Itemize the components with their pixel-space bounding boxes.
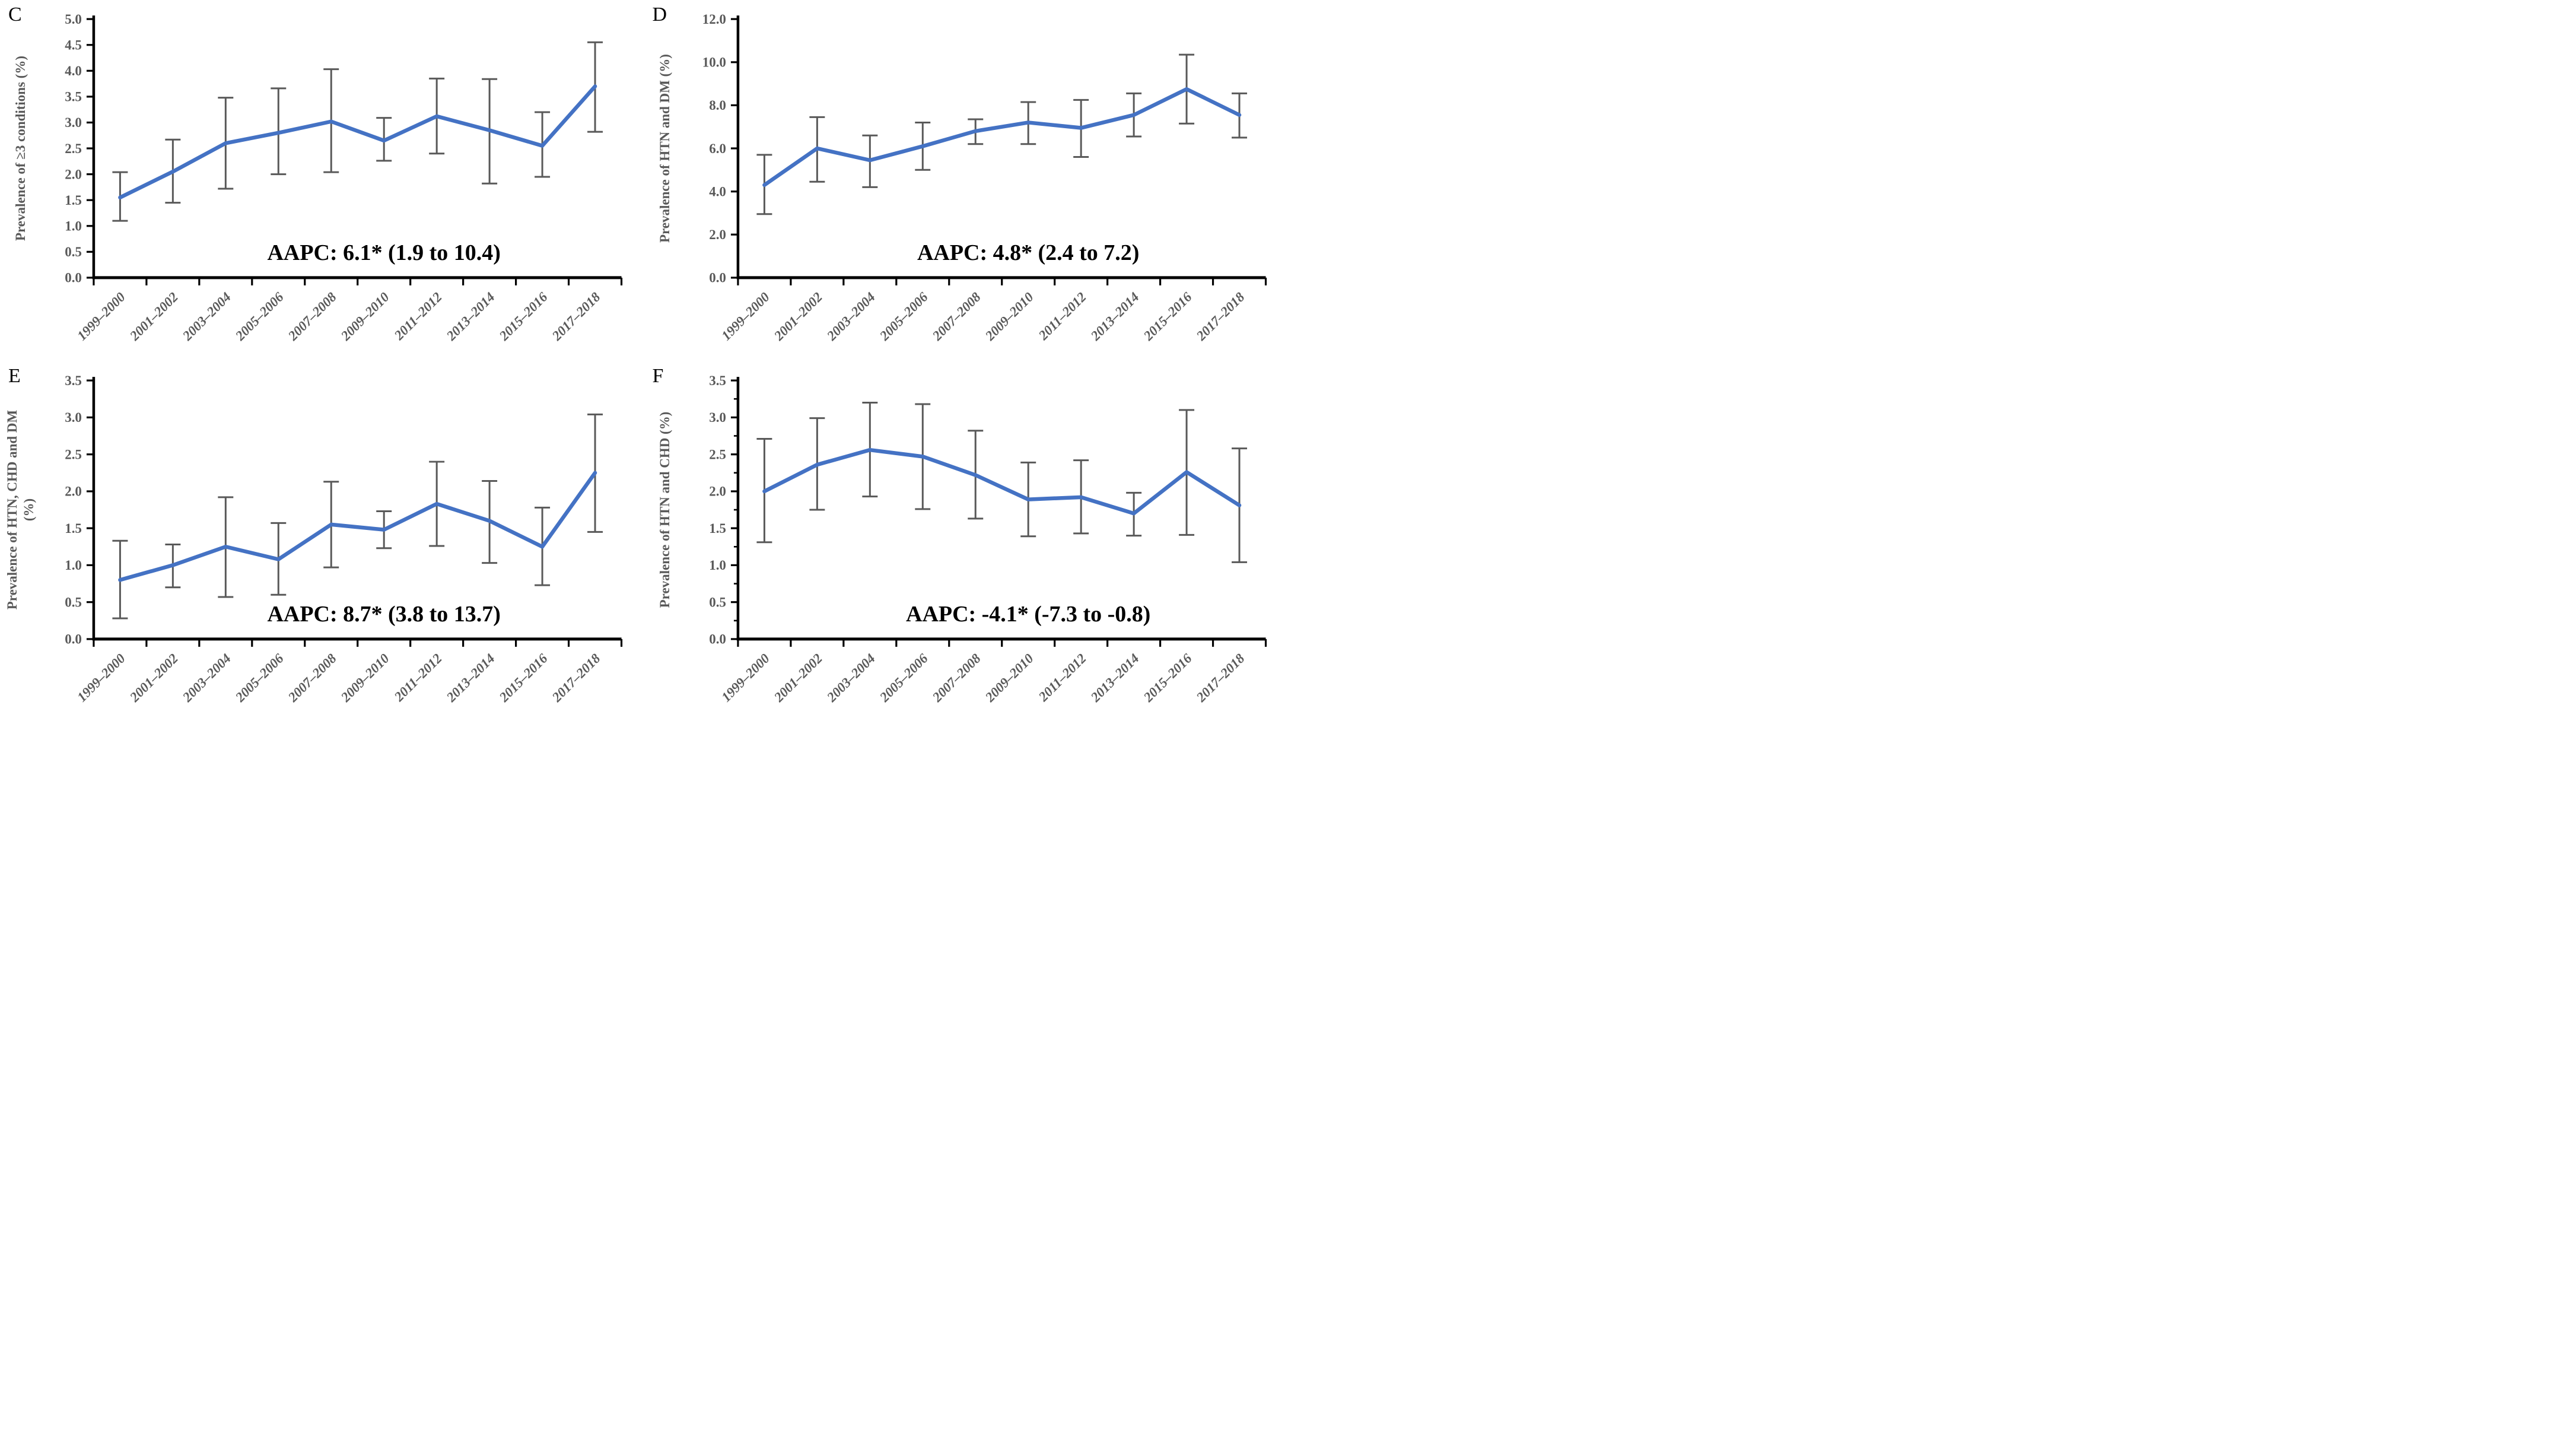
svg-text:2009–2010: 2009–2010 [982,650,1036,705]
svg-text:2009–2010: 2009–2010 [982,289,1036,344]
panel-e-htn-chd-and-dm: E 0.0 0.5 1.0 1.5 2.0 2.5 3.0 3.5 1999–2000 2001–… [0,361,644,723]
svg-text:(%): (%) [21,498,36,521]
svg-text:2009–2010: 2009–2010 [338,650,392,705]
svg-text:1999–2000: 1999–2000 [74,289,128,343]
svg-text:1.0: 1.0 [65,219,82,234]
four-panel-prevalence-figure: C 0.0 0.5 1.0 1.5 2.0 2.5 3.0 3.5 4.0 4.5 5.0 1999–… [0,0,1288,723]
svg-text:1999–2000: 1999–2000 [718,650,772,704]
svg-text:Prevalence of HTN and DM (%): Prevalence of HTN and DM (%) [657,54,672,243]
svg-text:2005–2006: 2005–2006 [232,289,287,344]
svg-text:2017–2018: 2017–2018 [549,289,603,344]
chart-prevalence-htn-chd-and-dm: 0.0 0.5 1.0 1.5 2.0 2.5 3.0 3.5 1999–20002001–20… [5,373,623,705]
svg-text:2005–2006: 2005–2006 [876,650,931,705]
svg-text:2007–2008: 2007–2008 [929,650,984,705]
svg-text:4.0: 4.0 [709,185,726,199]
svg-text:AAPC: 8.7* (3.8 to 13.7): AAPC: 8.7* (3.8 to 13.7) [268,602,501,627]
svg-text:3.5: 3.5 [65,373,82,388]
svg-text:2.0: 2.0 [65,484,82,499]
svg-text:10.0: 10.0 [702,55,726,70]
svg-text:2003–2004: 2003–2004 [179,290,233,344]
svg-text:2013–2014: 2013–2014 [1087,651,1141,705]
svg-text:0.0: 0.0 [709,632,726,647]
svg-text:0.5: 0.5 [709,595,726,609]
svg-text:2003–2004: 2003–2004 [179,651,233,705]
svg-text:2015–2016: 2015–2016 [1140,650,1195,705]
svg-text:2011–2012: 2011–2012 [1035,290,1089,344]
chart-prevalence-ge3-conditions: 0.0 0.5 1.0 1.5 2.0 2.5 3.0 3.5 4.0 4.5 5.0 1999–20… [13,12,623,344]
svg-text:0.0: 0.0 [65,632,82,647]
svg-text:2.5: 2.5 [65,141,82,156]
svg-text:2011–2012: 2011–2012 [391,290,445,344]
svg-text:2005–2006: 2005–2006 [232,650,287,705]
svg-text:2015–2016: 2015–2016 [1140,289,1195,344]
svg-text:12.0: 12.0 [702,12,726,27]
panel-label-d: D [652,4,667,26]
svg-text:1.0: 1.0 [709,558,726,573]
svg-text:1.5: 1.5 [65,193,82,208]
svg-text:2.0: 2.0 [65,167,82,182]
svg-text:AAPC: -4.1* (-7.3 to -0.8): AAPC: -4.1* (-7.3 to -0.8) [906,602,1150,627]
svg-text:2015–2016: 2015–2016 [496,650,551,705]
panel-label-e: E [8,365,21,387]
svg-text:2013–2014: 2013–2014 [1087,290,1141,344]
svg-text:2001–2002: 2001–2002 [771,290,825,344]
svg-text:0.5: 0.5 [65,244,82,259]
svg-text:1.5: 1.5 [65,521,82,536]
svg-text:Prevalence of HTN, CHD and DM: Prevalence of HTN, CHD and DM [5,410,20,610]
svg-text:2015–2016: 2015–2016 [496,289,551,344]
svg-text:2.5: 2.5 [65,447,82,462]
svg-text:3.0: 3.0 [65,115,82,130]
svg-text:2.0: 2.0 [709,484,726,499]
panel-f-htn-and-chd: F 0.0 0.5 1.0 1.5 2.0 2.5 3.0 3.5 1999–2000 2001–… [644,361,1288,723]
svg-text:3.5: 3.5 [65,90,82,104]
svg-text:3.0: 3.0 [709,410,726,425]
panel-label-f: F [652,365,664,387]
svg-text:2007–2008: 2007–2008 [285,289,339,344]
svg-text:2011–2012: 2011–2012 [391,651,445,705]
svg-text:0.0: 0.0 [65,271,82,285]
svg-text:2017–2018: 2017–2018 [549,650,603,705]
svg-text:2007–2008: 2007–2008 [285,650,339,705]
svg-text:2001–2002: 2001–2002 [126,651,180,705]
svg-text:2005–2006: 2005–2006 [876,289,931,344]
svg-text:1.5: 1.5 [709,521,726,536]
panel-d-htn-and-dm: D 0.0 2.0 4.0 6.0 8.0 10.0 12.0 1999–2000 2001–2… [644,0,1288,361]
svg-text:2001–2002: 2001–2002 [126,290,180,344]
svg-text:0.0: 0.0 [709,271,726,285]
svg-text:2017–2018: 2017–2018 [1193,289,1248,344]
chart-prevalence-htn-and-chd: 0.0 0.5 1.0 1.5 2.0 2.5 3.0 3.5 1999–20002001–20… [657,373,1267,705]
svg-text:2009–2010: 2009–2010 [338,289,392,344]
svg-text:0.5: 0.5 [65,595,82,609]
svg-text:2003–2004: 2003–2004 [823,290,877,344]
svg-text:5.0: 5.0 [65,12,82,27]
svg-text:2007–2008: 2007–2008 [929,289,984,344]
svg-text:2011–2012: 2011–2012 [1035,651,1089,705]
svg-text:2013–2014: 2013–2014 [443,290,497,344]
svg-text:AAPC: 4.8* (2.4 to 7.2): AAPC: 4.8* (2.4 to 7.2) [917,240,1139,265]
svg-text:Prevalence of HTN and CHD (%): Prevalence of HTN and CHD (%) [657,412,672,608]
svg-text:2003–2004: 2003–2004 [823,651,877,705]
svg-text:1999–2000: 1999–2000 [718,289,772,343]
svg-text:2001–2002: 2001–2002 [771,651,825,705]
svg-text:1.0: 1.0 [65,558,82,573]
svg-text:2017–2018: 2017–2018 [1193,650,1248,705]
chart-prevalence-htn-and-dm: 0.0 2.0 4.0 6.0 8.0 10.0 12.0 1999–20002001–200… [657,12,1267,344]
svg-text:2013–2014: 2013–2014 [443,651,497,705]
svg-text:2.0: 2.0 [709,227,726,242]
svg-text:3.0: 3.0 [65,410,82,425]
panel-label-c: C [8,4,22,26]
svg-text:3.5: 3.5 [709,373,726,388]
svg-text:6.0: 6.0 [709,141,726,156]
svg-text:4.5: 4.5 [65,38,82,53]
svg-text:4.0: 4.0 [65,63,82,78]
svg-text:AAPC: 6.1* (1.9 to 10.4): AAPC: 6.1* (1.9 to 10.4) [268,240,501,265]
svg-text:2.5: 2.5 [709,447,726,462]
svg-text:8.0: 8.0 [709,98,726,113]
svg-text:Prevalence of ≥3 conditions (%: Prevalence of ≥3 conditions (%) [13,56,28,241]
svg-text:1999–2000: 1999–2000 [74,650,128,704]
panel-c-ge3-conditions: C 0.0 0.5 1.0 1.5 2.0 2.5 3.0 3.5 4.0 4.5 5.0 1999–… [0,0,644,361]
